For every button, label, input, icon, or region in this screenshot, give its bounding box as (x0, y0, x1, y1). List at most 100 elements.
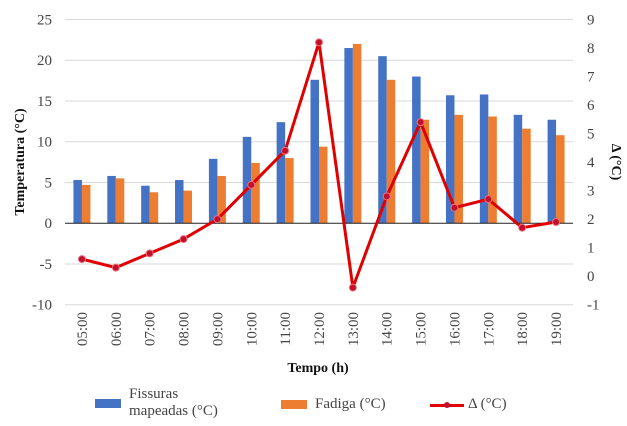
x-axis-ticks: 05:00 06:00 07:00 08:00 09:00 10:00 11:00 12:00… (75, 312, 565, 346)
bar-fissuras (141, 185, 150, 224)
bar-fadiga (217, 175, 226, 224)
x-tick-label: 16:00 (447, 312, 463, 346)
bar-fissuras (513, 114, 523, 224)
bar-fadiga (386, 79, 396, 224)
bar-fadiga (454, 114, 463, 224)
y-tick-label: 0 (45, 216, 53, 232)
legend-label-fadiga: Fadiga (°C) (315, 396, 386, 412)
x-tick-label: 15:00 (414, 312, 430, 346)
bar-fissuras (479, 94, 489, 224)
bar-fadiga (522, 128, 531, 224)
legend-label-delta: Δ (°C) (468, 396, 507, 412)
legend-label-fissuras-line1: Fissuras (129, 386, 179, 402)
x-tick-label: 11:00 (278, 312, 294, 346)
x-tick-label: 09:00 (210, 312, 226, 346)
legend-label-fissuras: Fissuras mapeadas (°C) (129, 386, 218, 420)
bar-fissuras (310, 79, 319, 224)
legend-item-fadiga[interactable]: Fadiga (°C) (281, 396, 386, 413)
y2-tick-label: 0 (587, 269, 595, 285)
x-axis-title: Tempo (h) (287, 361, 349, 376)
delta-point (179, 235, 188, 244)
legend: Fissuras mapeadas (°C) Fadiga (°C) Δ (°C… (0, 386, 627, 426)
bar-fissuras (344, 48, 353, 224)
bar-fissuras (445, 95, 455, 224)
bar-fissuras (208, 158, 218, 224)
y-tick-label: -5 (40, 257, 53, 273)
bar-fissuras (175, 180, 184, 224)
x-tick-label: 12:00 (312, 312, 328, 346)
left-axis-ticks: -10 -5 0 5 10 15 20 25 (32, 13, 52, 314)
delta-point (111, 263, 120, 272)
delta-point (315, 38, 323, 47)
bar-fadiga (352, 43, 362, 224)
legend-swatch-fadiga (281, 400, 307, 409)
bar-fissuras (547, 119, 557, 224)
y2-tick-label: 5 (587, 127, 595, 143)
delta-point (450, 203, 459, 212)
x-tick-label: 06:00 (109, 312, 125, 346)
bar-fissuras (73, 180, 82, 224)
bar-fadiga (251, 162, 260, 224)
y-axis-title: Temperatura (°C) (13, 108, 28, 216)
bar-fissuras (378, 56, 387, 224)
bar-fissuras (107, 175, 116, 224)
delta-point (213, 215, 222, 224)
y-tick-label: -10 (32, 298, 52, 314)
bar-fadiga (149, 192, 159, 224)
delta-line-series (77, 38, 561, 292)
legend-swatch-delta (430, 400, 464, 410)
y2-tick-label: 2 (587, 212, 595, 228)
y2-tick-label: -1 (587, 298, 600, 314)
x-tick-label: 07:00 (143, 312, 159, 346)
x-tick-label: 14:00 (380, 312, 396, 346)
delta-point (281, 146, 290, 155)
y2-tick-label: 6 (587, 98, 595, 114)
y2-tick-label: 8 (587, 41, 595, 57)
y-tick-label: 15 (37, 94, 52, 110)
bar-fadiga (81, 184, 91, 224)
bar-fadiga (319, 146, 328, 224)
legend-swatch-fissuras (95, 398, 121, 408)
bar-fadiga (488, 116, 497, 224)
y-tick-label: 10 (37, 135, 52, 151)
x-tick-label: 05:00 (75, 312, 91, 346)
x-tick-label: 17:00 (481, 312, 497, 346)
x-tick-label: 19:00 (549, 312, 565, 346)
delta-point (518, 223, 527, 232)
bar-fadiga (115, 178, 125, 224)
bar-fadiga (556, 135, 565, 224)
x-tick-label: 18:00 (515, 312, 531, 346)
y2-tick-label: 3 (587, 184, 595, 200)
bar-fadiga (420, 119, 430, 224)
right-axis-ticks: -1 0 1 2 3 4 5 6 7 8 9 (587, 13, 600, 314)
delta-point (348, 283, 357, 292)
delta-point (416, 118, 425, 127)
bars (73, 43, 565, 224)
y-tick-label: 20 (37, 53, 52, 69)
delta-point (145, 249, 154, 258)
y2-tick-label: 4 (587, 155, 595, 171)
bar-fissuras (242, 136, 252, 224)
y2-axis-title: Δ (°C) (608, 144, 623, 181)
y-tick-label: 25 (37, 13, 52, 29)
y-tick-label: 5 (45, 175, 53, 191)
bar-fissuras (276, 122, 286, 224)
delta-point (484, 195, 493, 204)
legend-item-fissuras[interactable]: Fissuras mapeadas (°C) (95, 386, 218, 420)
legend-label-fissuras-line2: mapeadas (°C) (129, 403, 218, 419)
y2-tick-label: 9 (587, 13, 595, 29)
delta-point (77, 255, 86, 264)
x-tick-label: 13:00 (346, 312, 362, 346)
delta-point (247, 180, 256, 189)
legend-item-delta[interactable]: Δ (°C) (430, 396, 507, 413)
y2-tick-label: 1 (587, 241, 595, 257)
x-tick-label: 08:00 (177, 312, 193, 346)
bar-fadiga (285, 158, 294, 224)
delta-point (552, 217, 561, 226)
x-tick-label: 10:00 (244, 312, 260, 346)
y2-tick-label: 7 (587, 70, 595, 86)
bar-fadiga (183, 190, 193, 224)
delta-point (382, 192, 391, 201)
bar-fissuras (412, 76, 421, 224)
